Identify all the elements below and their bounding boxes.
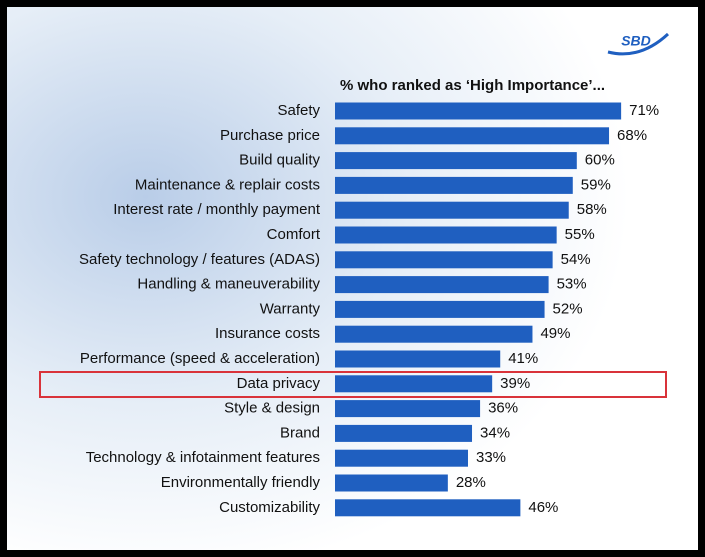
value-label: 41% <box>508 350 538 367</box>
category-label: Interest rate / monthly payment <box>113 201 321 218</box>
logo: SBD <box>621 33 651 49</box>
bar <box>335 102 622 120</box>
bar <box>335 350 501 368</box>
logo-swoosh <box>607 32 670 56</box>
highlight-box <box>39 371 667 398</box>
value-label: 52% <box>553 300 583 317</box>
value-label: 55% <box>565 226 595 243</box>
category-label: Data privacy <box>237 375 321 392</box>
bar <box>335 449 468 467</box>
category-label: Comfort <box>267 226 321 243</box>
category-label: Handling & maneuverability <box>137 276 320 293</box>
category-label: Environmentally friendly <box>161 474 321 491</box>
category-label: Maintenance & replair costs <box>135 176 320 193</box>
value-label: 53% <box>557 276 587 293</box>
category-label: Insurance costs <box>215 325 320 342</box>
category-label: Safety <box>277 102 320 119</box>
value-label: 68% <box>617 127 647 144</box>
value-label: 33% <box>476 449 506 466</box>
bar <box>335 424 473 442</box>
category-label: Performance (speed & acceleration) <box>80 350 320 367</box>
bar <box>335 127 610 145</box>
value-label: 36% <box>488 400 518 417</box>
bar <box>335 400 481 418</box>
bar <box>335 325 533 343</box>
value-label: 58% <box>577 201 607 218</box>
category-label: Technology & infotainment features <box>86 449 320 466</box>
category-label: Brand <box>280 424 320 441</box>
value-label: 28% <box>456 474 486 491</box>
value-label: 46% <box>528 499 558 516</box>
value-label: 49% <box>540 325 570 342</box>
category-label: Warranty <box>260 300 321 317</box>
category-label: Customizability <box>219 499 320 516</box>
bar <box>335 375 493 393</box>
category-label: Safety technology / features (ADAS) <box>79 251 320 268</box>
bar <box>335 201 569 219</box>
category-label: Style & design <box>224 400 320 417</box>
bar <box>335 300 545 318</box>
value-label: 60% <box>585 152 615 169</box>
value-label: 54% <box>561 251 591 268</box>
category-label: Build quality <box>239 152 320 169</box>
bar <box>335 152 577 170</box>
value-label: 39% <box>500 375 530 392</box>
category-label: Purchase price <box>220 127 320 144</box>
value-label: 71% <box>629 102 659 119</box>
bar <box>335 226 557 244</box>
chart-title: % who ranked as ‘High Importance’... <box>340 77 605 94</box>
bar <box>335 474 448 492</box>
bar <box>335 251 553 269</box>
value-label: 59% <box>581 176 611 193</box>
value-label: 34% <box>480 424 510 441</box>
bar <box>335 276 549 294</box>
bar <box>335 176 573 194</box>
bar <box>335 499 521 517</box>
